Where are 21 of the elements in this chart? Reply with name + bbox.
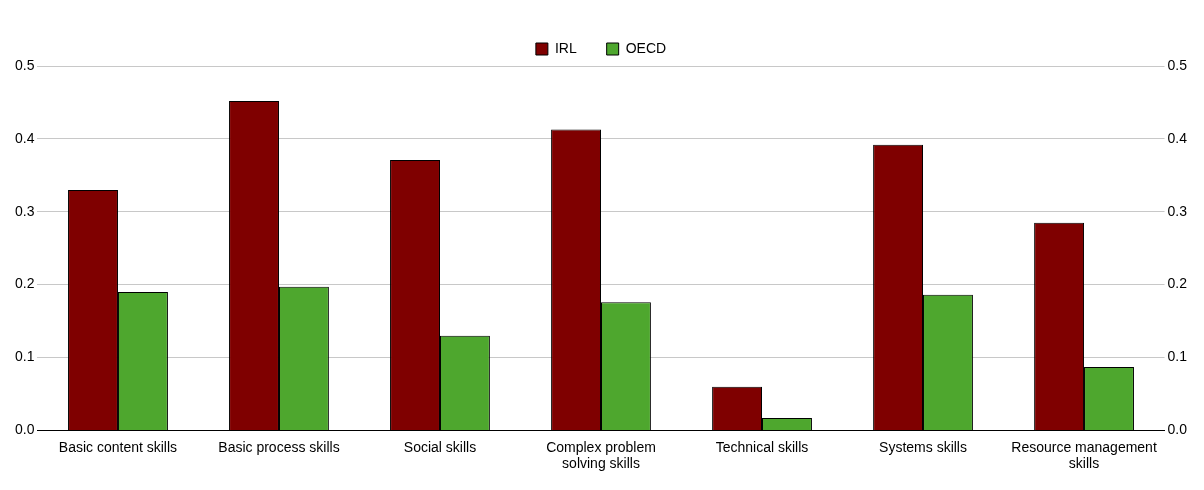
y2-tick-label: 0.2 bbox=[1167, 275, 1188, 292]
y-tick-label: 0.5 bbox=[14, 56, 35, 73]
x-tick-label: Complex problem solving skills bbox=[546, 438, 656, 472]
x-tick-label: Technical skills bbox=[715, 438, 809, 455]
y2-tick-label: 0.5 bbox=[1167, 56, 1188, 73]
y-tick-label: 0.2 bbox=[14, 275, 35, 292]
y2-tick-label: 0.3 bbox=[1167, 202, 1188, 219]
y-tick-label: 0.3 bbox=[14, 202, 35, 219]
x-tick-label: Basic content skills bbox=[58, 438, 178, 455]
y-tick-label: 0.4 bbox=[14, 129, 35, 146]
x-tick-label: Basic process skills bbox=[218, 438, 340, 455]
legend-label: IRL bbox=[554, 39, 577, 56]
y-tick-label: 0.1 bbox=[14, 348, 35, 365]
x-tick-label: Resource management skills bbox=[1011, 438, 1157, 472]
text: 0.0 bbox=[14, 421, 35, 438]
legend-label: OECD bbox=[625, 39, 667, 56]
x-tick-label: Systems skills bbox=[879, 438, 967, 455]
x-tick-label: Social skills bbox=[403, 438, 477, 455]
y2-tick-label: 0.1 bbox=[1167, 348, 1188, 365]
text: 0.0 bbox=[1167, 421, 1188, 438]
y2-tick-label: 0.4 bbox=[1167, 129, 1188, 146]
